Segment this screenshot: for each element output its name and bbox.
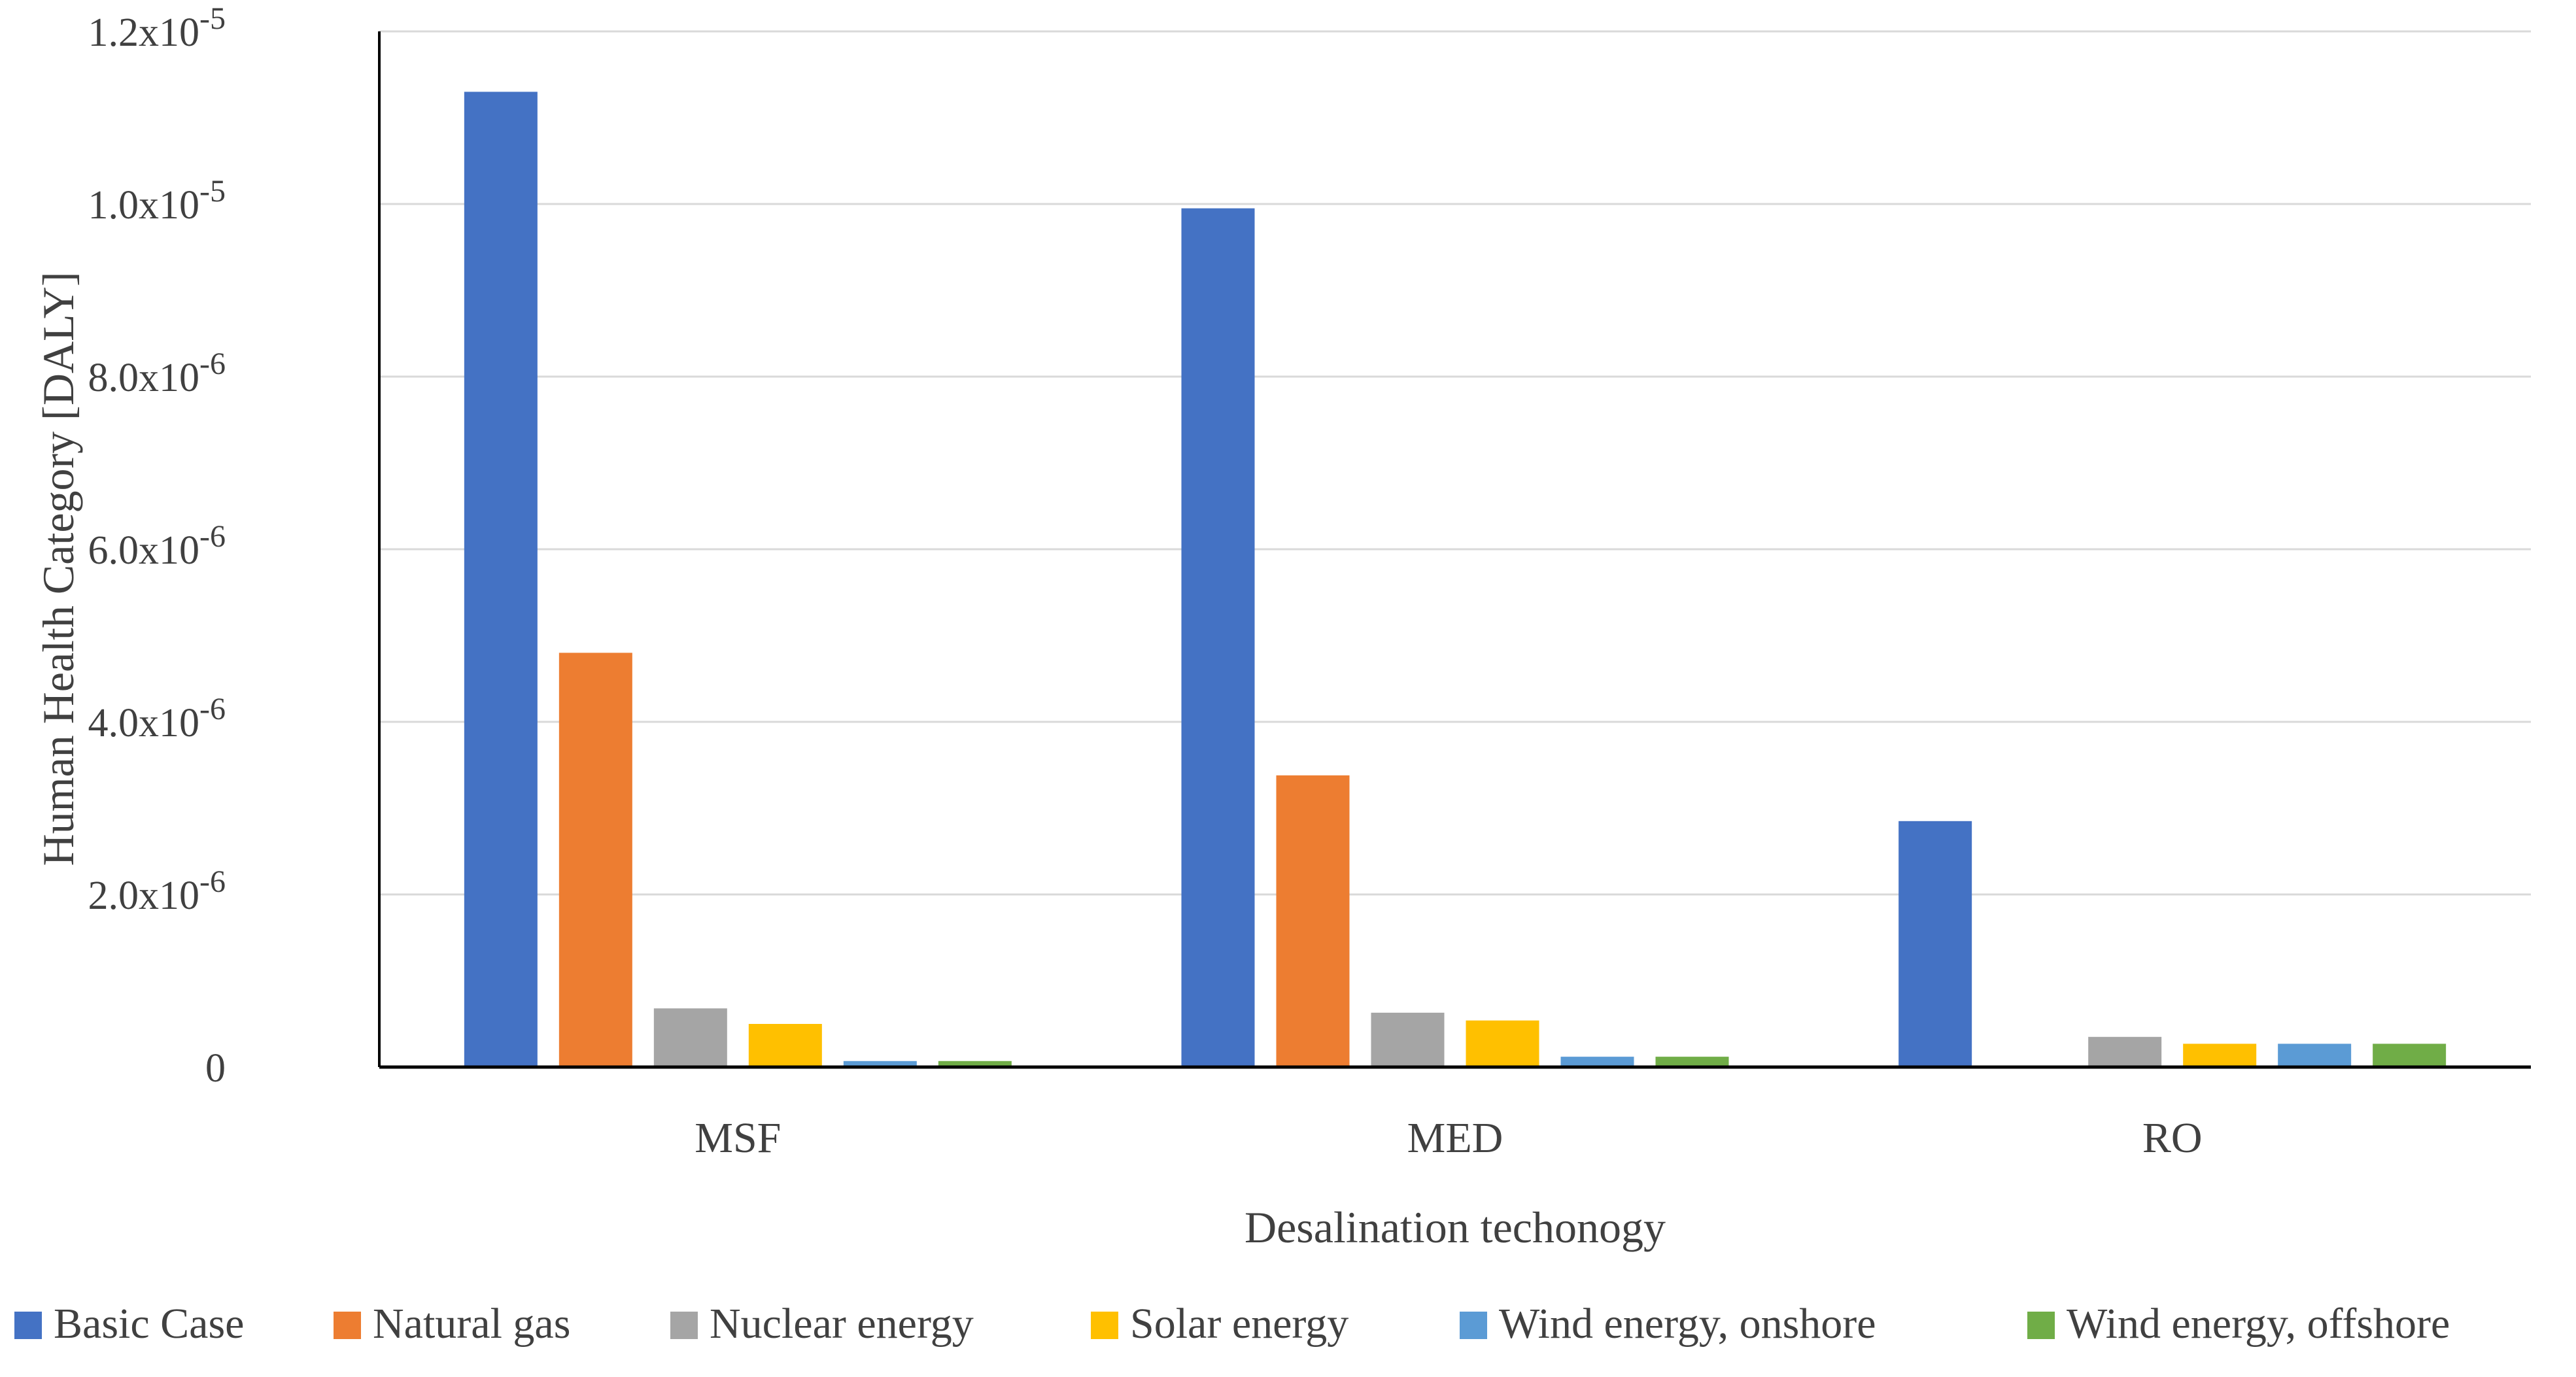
- bar-msf-5: [938, 1061, 1012, 1067]
- bar-ro-0: [1898, 821, 1972, 1067]
- bar-ro-2: [2088, 1036, 2162, 1067]
- legend-swatch: [1091, 1312, 1118, 1339]
- legend-swatch: [334, 1312, 361, 1339]
- bar-med-3: [1466, 1020, 1539, 1067]
- x-axis-title: Desalination techonogy: [1245, 1202, 1666, 1252]
- bar-msf-3: [748, 1024, 822, 1067]
- y-tick-label: 2.0x10-6: [88, 864, 226, 918]
- legend-label: Natural gas: [373, 1300, 570, 1348]
- bar-ro-5: [2373, 1044, 2447, 1067]
- bar-msf-0: [464, 92, 538, 1067]
- legend-label: Wind energy, offshore: [2067, 1300, 2450, 1348]
- axes: [378, 31, 2531, 1069]
- legend: Basic Case Natural gas Nuclear energy Solar…: [14, 1300, 2450, 1348]
- legend-swatch: [670, 1312, 698, 1339]
- y-tick-label: 1.2x10-5: [88, 1, 226, 55]
- x-category-label: RO: [2142, 1114, 2203, 1162]
- bar-med-4: [1560, 1057, 1634, 1067]
- y-tick-label: 8.0x10-6: [88, 347, 226, 400]
- bar-ro-3: [2183, 1044, 2257, 1067]
- legend-label: Nuclear energy: [710, 1300, 974, 1348]
- legend-swatch: [2027, 1312, 2055, 1339]
- bar-med-2: [1371, 1012, 1445, 1067]
- y-tick-label: 6.0x10-6: [88, 519, 226, 573]
- y-tick-label: 0: [205, 1046, 226, 1091]
- y-axis-title: Human Health Category [DALY]: [33, 271, 83, 866]
- legend-label: Wind energy, onshore: [1499, 1300, 1876, 1348]
- bar-ro-4: [2278, 1044, 2352, 1067]
- bar-med-0: [1181, 208, 1255, 1068]
- legend-swatch: [14, 1312, 42, 1339]
- y-tick-labels: 0 2.0x10-6 4.0x10-6 6.0x10-6 8.0x10-6 1.0x10-…: [88, 1, 226, 1091]
- y-tick-label: 4.0x10-6: [88, 692, 226, 745]
- bar-med-5: [1655, 1057, 1729, 1067]
- y-tick-label: 1.0x10-5: [88, 174, 226, 228]
- x-category-label: MSF: [695, 1114, 781, 1162]
- bar-med-1: [1276, 775, 1350, 1067]
- bars: [464, 92, 2447, 1068]
- legend-label: Solar energy: [1130, 1300, 1348, 1348]
- legend-label: Basic Case: [54, 1300, 244, 1348]
- gridlines: [379, 30, 2531, 896]
- legend-swatch: [1460, 1312, 1487, 1339]
- bar-msf-4: [843, 1061, 917, 1067]
- bar-msf-1: [558, 653, 632, 1067]
- bar-msf-2: [653, 1008, 727, 1067]
- x-category-label: MED: [1407, 1114, 1503, 1162]
- x-category-labels: MSF MED RO: [695, 1114, 2202, 1162]
